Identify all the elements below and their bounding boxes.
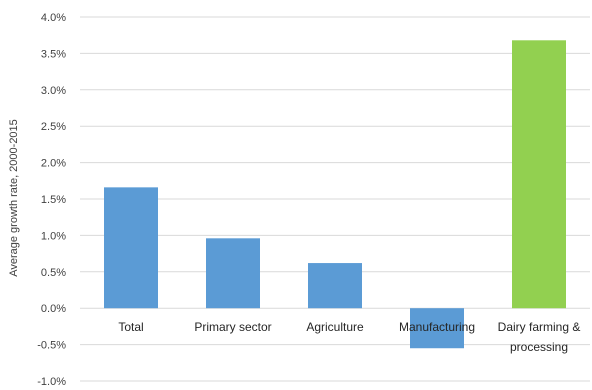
bars [104,40,566,349]
y-tick-label: -0.5% [37,340,66,352]
y-tick-label: 3.5% [41,48,66,60]
y-axis-label: Average growth rate, 2000-2015 [8,119,20,277]
y-tick-label: -1.0% [37,376,66,388]
y-tick-label: 4.0% [41,12,66,24]
x-category-label: Primary sector [194,320,271,334]
y-tick-label: 3.0% [41,85,66,97]
y-tick-label: 0.5% [41,267,66,279]
y-axis-tick-labels: 4.0% 3.5% 3.0% 2.5% 2.0% 1.5% 1.0% 0.5% 0.0% -0.5… [37,12,66,388]
x-category-label: Total [118,320,143,334]
x-axis-category-labels: Total Primary sector Agriculture Manufactur… [118,320,580,354]
bar-primary-sector [206,238,260,309]
y-tick-label: 1.0% [41,230,66,242]
x-category-label-line: processing [510,340,568,354]
y-tick-label: 0.0% [41,303,66,315]
bar-total [104,187,158,309]
x-category-label: Dairy farming & processing [498,320,581,354]
x-category-label-line: Manufacturing [399,320,475,334]
y-tick-label: 2.0% [41,158,66,170]
bar-agriculture [308,263,362,309]
x-category-label-line: Dairy farming & [498,320,581,334]
y-tick-label: 2.5% [41,121,66,133]
bar-dairy-farming-processing [512,40,566,309]
x-category-label-line: Total [118,320,143,334]
x-category-label-line: Agriculture [306,320,364,334]
x-category-label: Agriculture [306,320,364,334]
x-category-label-line: Primary sector [194,320,271,334]
x-category-label: Manufacturing [399,320,475,334]
bar-manufacturing [410,308,464,349]
y-tick-label: 1.5% [41,194,66,206]
